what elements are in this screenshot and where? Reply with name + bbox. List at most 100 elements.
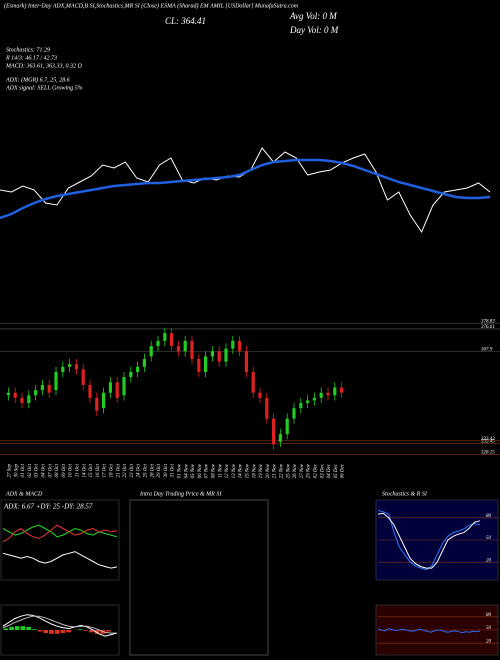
- x-tick-label: 11 Oct: [76, 463, 81, 477]
- x-tick-label: 04 Oct: [42, 463, 47, 477]
- series-line: [377, 512, 481, 569]
- x-tick-label: 27 Nov: [300, 463, 305, 478]
- histogram-bar: [94, 630, 100, 634]
- candle-body: [197, 359, 201, 372]
- y-tick-label: 50: [486, 536, 492, 541]
- x-tick-label: 19 Nov: [259, 463, 264, 478]
- adx-values: ADX: 6.67 +DY: 25 -DY: 28.57: [3, 503, 93, 511]
- x-tick-label: 14 Nov: [239, 463, 244, 478]
- x-tick-label: 17 Oct: [103, 463, 108, 477]
- x-tick-label: 28 Oct: [150, 463, 155, 477]
- x-tick-label: 02 Dec: [314, 463, 319, 478]
- x-tick-label: 24 Oct: [137, 463, 142, 477]
- x-tick-label: 15 Oct: [89, 463, 94, 477]
- candle-body: [204, 356, 208, 372]
- candle-body: [129, 371, 133, 378]
- y-tick-label: 333.42: [481, 437, 495, 442]
- candle-body: [34, 390, 38, 396]
- x-tick-label: 04 Nov: [184, 463, 189, 478]
- histogram-bar: [32, 629, 37, 630]
- candle-body: [142, 359, 146, 367]
- candle-body: [306, 400, 310, 404]
- x-tick-label: 31 Oct: [171, 463, 176, 477]
- histogram-bar: [77, 629, 83, 630]
- candle-body: [149, 346, 153, 357]
- x-tick-label: 29 Nov: [307, 463, 312, 478]
- y-tick-label: 328.15: [481, 451, 495, 456]
- x-tick-label: 04 Dec: [327, 463, 332, 478]
- histogram-bar: [89, 630, 94, 633]
- candle-body: [88, 384, 92, 398]
- x-tick-label: 03 Dec: [320, 463, 325, 478]
- x-tick-label: 07 Nov: [205, 463, 210, 478]
- x-tick-label: 09 Oct: [62, 463, 67, 477]
- y-tick-label: 20: [486, 558, 492, 563]
- candle-body: [102, 392, 106, 409]
- candle-body: [238, 340, 242, 352]
- histogram-bar: [37, 630, 43, 632]
- x-tick-label: 14 Oct: [82, 463, 87, 477]
- candle-body: [81, 369, 85, 385]
- x-tick-label: 16 Oct: [96, 463, 101, 477]
- candle-body: [27, 395, 31, 404]
- panel-title: ADX & MACD: [5, 491, 43, 497]
- close-label: CL: 364.41: [165, 16, 206, 26]
- x-tick-label: 23 Oct: [130, 463, 135, 477]
- intraday-panel: [129, 499, 269, 656]
- series-line: [2, 524, 118, 543]
- x-tick-label: 06 Dec: [341, 463, 346, 478]
- candle-body: [190, 340, 194, 360]
- histogram-bar: [49, 630, 54, 634]
- x-tick-label: 25 Oct: [144, 463, 149, 477]
- x-tick-label: 27 Sep: [8, 464, 13, 478]
- candle-body: [47, 384, 51, 393]
- x-tick-label: 18 Nov: [252, 463, 257, 478]
- x-tick-label: 13 Nov: [232, 463, 237, 478]
- candle-body: [326, 392, 330, 396]
- x-tick-label: 15 Nov: [246, 463, 251, 478]
- x-tick-label: 20 Nov: [266, 463, 271, 478]
- candle-body: [170, 333, 174, 347]
- x-tick-label: 30 Sep: [14, 464, 19, 478]
- series-line: [2, 614, 118, 637]
- candle-body: [61, 366, 65, 372]
- candle-body: [312, 397, 316, 401]
- x-tick-label: 29 Oct: [157, 463, 162, 477]
- candle-body: [183, 340, 187, 352]
- histogram-bar: [106, 630, 111, 632]
- histogram-bar: [66, 630, 71, 633]
- candle-body: [224, 348, 228, 362]
- candle-body: [210, 351, 214, 357]
- candle-body: [272, 418, 276, 445]
- x-tick-label: 12 Nov: [225, 463, 230, 478]
- x-tick-label: 22 Nov: [280, 463, 285, 478]
- candle-body: [231, 340, 235, 349]
- x-tick-label: 07 Oct: [48, 463, 53, 477]
- x-tick-label: 11 Nov: [218, 463, 223, 478]
- x-tick-label: 03 Oct: [35, 463, 40, 477]
- x-tick-label: 22 Oct: [123, 463, 128, 477]
- histogram-bar: [14, 626, 20, 630]
- candle-body: [74, 364, 78, 370]
- candle-body: [108, 382, 112, 393]
- histogram-bar: [9, 626, 14, 630]
- histogram-bar: [83, 630, 88, 631]
- adx-label: ADX: (MGR) 6.7, 25, 28.6: [5, 76, 70, 83]
- x-tick-label: 08 Nov: [212, 463, 217, 478]
- candle-body: [217, 351, 221, 362]
- histogram-bar: [3, 628, 9, 630]
- histogram-bar: [43, 630, 49, 634]
- candle-body: [258, 392, 262, 398]
- candle-body: [278, 434, 282, 442]
- y-tick-label: 50: [486, 626, 492, 631]
- candle-body: [40, 384, 44, 391]
- y-tick-label: 80: [486, 613, 492, 618]
- candle-body: [115, 382, 119, 398]
- panel-title: Stochastics & R SI: [382, 491, 428, 497]
- series-line: [377, 628, 481, 634]
- r-label: R 14/3: 46.17 / 42.73: [5, 54, 57, 61]
- y-tick-label: 376.61: [481, 325, 495, 330]
- candle-body: [156, 340, 160, 347]
- x-tick-label: 30 Oct: [164, 463, 169, 477]
